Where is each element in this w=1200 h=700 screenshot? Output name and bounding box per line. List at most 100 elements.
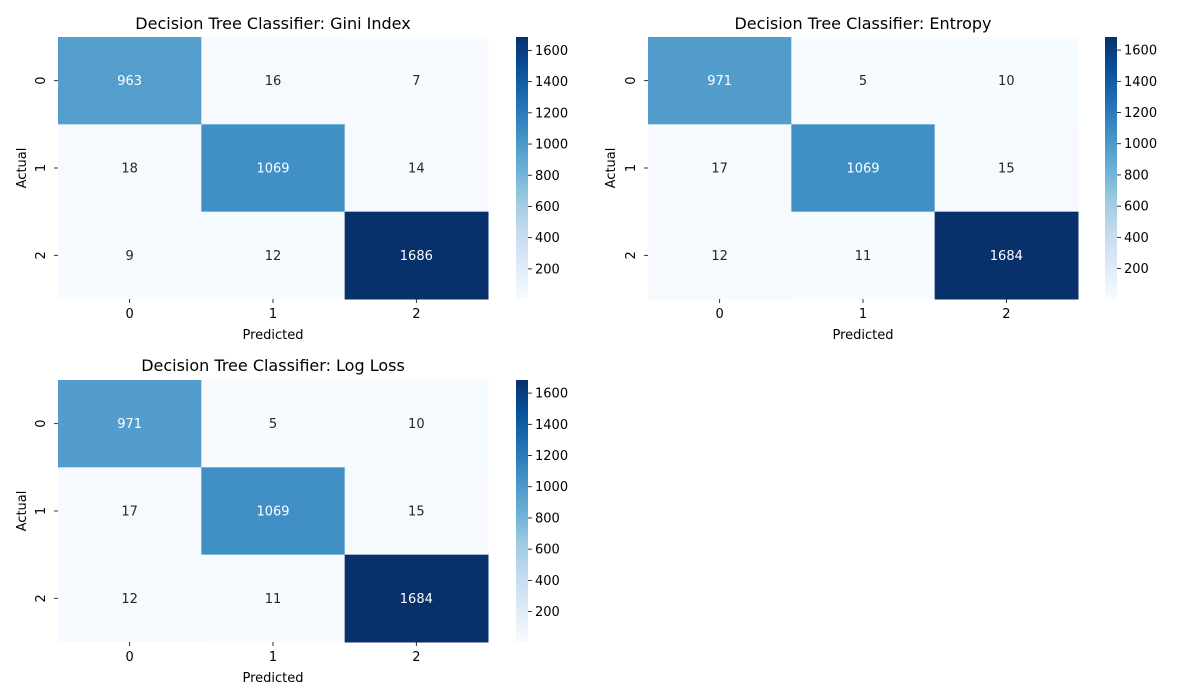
colorbar-tick-label: 1200 — [1124, 106, 1157, 121]
colorbar-tick-label: 1000 — [535, 480, 568, 495]
cell-value-label: 971 — [117, 417, 142, 432]
colorbar-tick-label: 1400 — [1124, 75, 1157, 90]
heatmap-panel-log-loss: Decision Tree Classifier: Log Loss 971 5 1… — [15, 356, 568, 686]
colorbar-tick-label: 1400 — [535, 418, 568, 433]
colorbar-tick-label: 400 — [535, 574, 560, 589]
cell-value-label: 1684 — [990, 249, 1023, 264]
chart-title: Decision Tree Classifier: Gini Index — [135, 14, 410, 33]
colorbar-tick-label: 200 — [1124, 262, 1149, 277]
x-tick-label: 2 — [1002, 307, 1010, 322]
cell-value-label: 11 — [265, 592, 282, 607]
heatmap-cell — [201, 467, 346, 556]
heatmap-cell — [201, 211, 346, 300]
x-axis-label: Predicted — [242, 671, 303, 686]
colorbar-tick-label: 1600 — [535, 387, 568, 402]
x-tick-label: 0 — [126, 650, 134, 665]
colorbar-tick-label: 800 — [535, 511, 560, 526]
heatmap-cell — [201, 37, 346, 125]
x-ticks: 0 1 2 — [126, 642, 420, 665]
heatmap-cell — [58, 211, 202, 300]
colorbar-tick-label: 1200 — [535, 106, 568, 121]
heatmap-cell — [344, 211, 489, 300]
colorbar-gradient — [516, 37, 528, 299]
heatmap-cell — [648, 37, 792, 125]
cell-value-label: 10 — [998, 74, 1015, 89]
heatmap-cells: 971 5 10 17 1069 15 12 11 1684 — [648, 37, 1079, 300]
y-tick-label: 1 — [34, 507, 49, 515]
x-tick-label: 2 — [412, 650, 420, 665]
heatmap-cell — [934, 211, 1079, 300]
cell-value-label: 18 — [121, 162, 138, 177]
colorbar-tick-label: 1600 — [535, 44, 568, 59]
colorbar-tick-label: 600 — [535, 543, 560, 558]
heatmap-cell — [201, 554, 346, 643]
y-tick-label: 0 — [34, 77, 49, 85]
cell-value-label: 11 — [855, 249, 872, 264]
x-axis-label: Predicted — [832, 328, 893, 343]
y-ticks: 0 1 2 — [34, 420, 58, 602]
x-tick-label: 1 — [269, 650, 277, 665]
heatmap-cell — [344, 37, 489, 125]
heatmap-cell — [344, 124, 489, 213]
x-axis-label: Predicted — [242, 328, 303, 343]
x-ticks: 0 1 2 — [716, 299, 1010, 322]
heatmap-cell — [791, 37, 936, 125]
x-tick-label: 1 — [859, 307, 867, 322]
cell-value-label: 17 — [711, 162, 728, 177]
cell-value-label: 9 — [126, 249, 134, 264]
heatmap-cell — [648, 124, 792, 213]
cell-value-label: 12 — [121, 592, 138, 607]
cell-value-label: 963 — [117, 74, 142, 89]
cell-value-label: 1069 — [256, 162, 289, 177]
colorbar-tick-label: 1200 — [535, 449, 568, 464]
cell-value-label: 7 — [412, 74, 420, 89]
colorbar-tick-label: 1600 — [1124, 44, 1157, 59]
colorbar-tick-label: 600 — [1124, 200, 1149, 215]
colorbar-tick-label: 200 — [535, 605, 560, 620]
heatmap-cell — [201, 124, 346, 213]
y-ticks: 0 1 2 — [624, 77, 648, 259]
cell-value-label: 12 — [711, 249, 728, 264]
heatmap-cells: 963 16 7 18 1069 14 9 12 1686 — [58, 37, 489, 300]
x-tick-label: 0 — [126, 307, 134, 322]
y-axis-label: Actual — [15, 148, 30, 189]
heatmap-cell — [648, 211, 792, 300]
x-tick-label: 1 — [269, 307, 277, 322]
cell-value-label: 1069 — [256, 505, 289, 520]
colorbar-tick-label: 400 — [1124, 231, 1149, 246]
x-tick-label: 2 — [412, 307, 420, 322]
colorbar-tick-label: 1000 — [1124, 137, 1157, 152]
heatmap-cell — [58, 124, 202, 213]
heatmap-cell — [934, 37, 1079, 125]
cell-value-label: 1684 — [400, 592, 433, 607]
cell-value-label: 14 — [408, 162, 425, 177]
cell-value-label: 971 — [707, 74, 732, 89]
heatmap-cell — [791, 211, 936, 300]
heatmap-cell — [58, 467, 202, 556]
cell-value-label: 12 — [265, 249, 282, 264]
y-tick-label: 2 — [624, 251, 639, 259]
y-axis-label: Actual — [15, 491, 30, 532]
y-tick-label: 2 — [34, 594, 49, 602]
colorbar-gradient — [1105, 37, 1117, 299]
y-tick-label: 0 — [624, 77, 639, 85]
heatmap-cell — [58, 380, 202, 468]
colorbar-tick-label: 400 — [535, 231, 560, 246]
heatmap-cell — [344, 467, 489, 556]
cell-value-label: 1686 — [400, 249, 433, 264]
y-tick-label: 0 — [34, 420, 49, 428]
heatmap-panel-gini: Decision Tree Classifier: Gini Index 963… — [15, 14, 568, 343]
heatmap-cell — [344, 554, 489, 643]
cell-value-label: 17 — [121, 505, 138, 520]
y-tick-label: 1 — [34, 164, 49, 172]
chart-title: Decision Tree Classifier: Entropy — [734, 14, 991, 33]
heatmap-cell — [58, 37, 202, 125]
chart-title: Decision Tree Classifier: Log Loss — [141, 356, 405, 375]
colorbar: 200 400 600 800 1000 1200 1400 1600 — [516, 380, 568, 642]
cell-value-label: 5 — [269, 417, 277, 432]
colorbar-tick-label: 800 — [1124, 168, 1149, 183]
colorbar: 200 400 600 800 1000 1200 1400 1600 — [1105, 37, 1157, 299]
heatmap-cell — [791, 124, 936, 213]
colorbar-tick-label: 1000 — [535, 138, 568, 153]
